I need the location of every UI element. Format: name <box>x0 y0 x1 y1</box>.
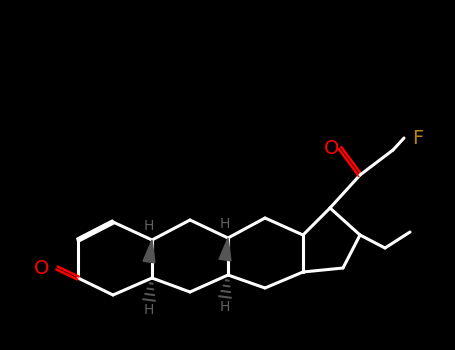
Text: F: F <box>412 128 424 147</box>
Text: H: H <box>144 303 154 317</box>
Text: H: H <box>220 300 230 314</box>
Text: O: O <box>324 139 340 158</box>
Polygon shape <box>143 240 155 263</box>
Text: H: H <box>144 219 154 233</box>
Polygon shape <box>219 238 231 261</box>
Text: H: H <box>220 217 230 231</box>
Text: O: O <box>34 259 50 278</box>
